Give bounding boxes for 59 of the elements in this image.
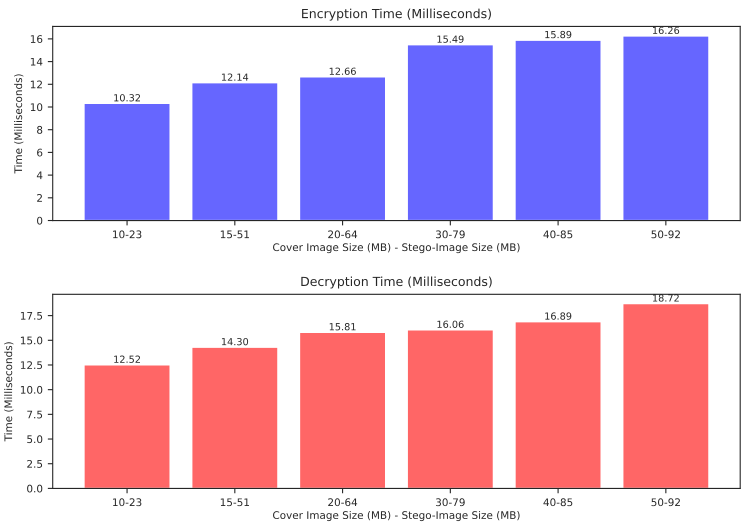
x-tick-label: 10-23 — [113, 498, 142, 506]
x-axis-title: Cover Image Size (MB) - Stego-Image Size (MB) — [273, 510, 520, 522]
data-label: 14.30 — [222, 338, 248, 346]
data-label: 12.14 — [222, 73, 248, 81]
x-tick-label: 20-64 — [328, 230, 358, 238]
bar — [191, 346, 279, 488]
x-tick-label: 10-23 — [113, 230, 142, 238]
bar — [191, 82, 279, 221]
y-tick-label: 0.0 — [27, 484, 42, 493]
data-label: 15.81 — [330, 323, 356, 330]
data-label: 16.26 — [653, 26, 680, 34]
y-tick-label: 16 — [30, 35, 42, 43]
bar — [83, 102, 171, 221]
bar — [406, 329, 494, 488]
y-tick-label: 10 — [30, 103, 42, 112]
y-tick-label: 17.5 — [20, 312, 42, 320]
y-tick-label: 5.0 — [27, 435, 42, 444]
x-tick-label: 50-92 — [652, 498, 680, 506]
y-tick-label: 12.5 — [20, 361, 42, 370]
x-axis-title: Cover Image Size (MB) - Stego-Image Size (MB) — [273, 243, 520, 254]
data-label: 15.49 — [437, 35, 464, 43]
data-label: 15.89 — [545, 30, 572, 38]
y-tick-label: 12 — [30, 80, 42, 88]
x-tick-label: 50-92 — [652, 230, 680, 238]
y-tick-label: 14 — [30, 58, 42, 66]
data-label: 18.72 — [653, 294, 679, 302]
x-tick-label: 40-85 — [543, 498, 572, 506]
y-tick-label: 8 — [37, 126, 42, 134]
x-tick-label: 15-51 — [220, 498, 249, 506]
bar — [83, 364, 171, 488]
chart-title: Decryption Time (Milliseconds) — [301, 276, 492, 289]
y-axis-title: Time (Milliseconds) — [14, 74, 24, 174]
y-tick-label: 0 — [37, 216, 42, 225]
y-tick-label: 10.0 — [20, 386, 42, 394]
y-tick-label: 6 — [37, 148, 42, 157]
x-tick-label: 20-64 — [328, 498, 358, 506]
y-tick-label: 2.5 — [27, 460, 42, 468]
x-tick-label: 30-79 — [436, 498, 465, 506]
y-tick-label: 15.0 — [20, 336, 42, 344]
x-tick-label: 15-51 — [220, 230, 249, 238]
x-tick-label: 30-79 — [436, 230, 465, 238]
y-tick-label: 2 — [37, 194, 42, 202]
y-tick-label: 7.5 — [27, 410, 42, 418]
bar — [298, 76, 386, 221]
y-tick-label: 4 — [36, 171, 42, 180]
bar — [622, 35, 710, 221]
bar — [298, 332, 386, 488]
bar — [622, 302, 710, 488]
y-axis-title: Time (Milliseconds) — [4, 342, 14, 442]
data-label: 12.66 — [330, 68, 356, 75]
data-label: 12.52 — [114, 356, 140, 363]
x-tick-label: 40-85 — [543, 230, 572, 238]
data-label: 10.32 — [114, 94, 140, 102]
chart-title: Encryption Time (Milliseconds) — [302, 8, 491, 21]
bar — [406, 44, 494, 221]
bar — [514, 39, 602, 221]
bar — [514, 320, 602, 488]
data-label: 16.89 — [545, 312, 572, 320]
data-label: 16.06 — [437, 320, 464, 328]
